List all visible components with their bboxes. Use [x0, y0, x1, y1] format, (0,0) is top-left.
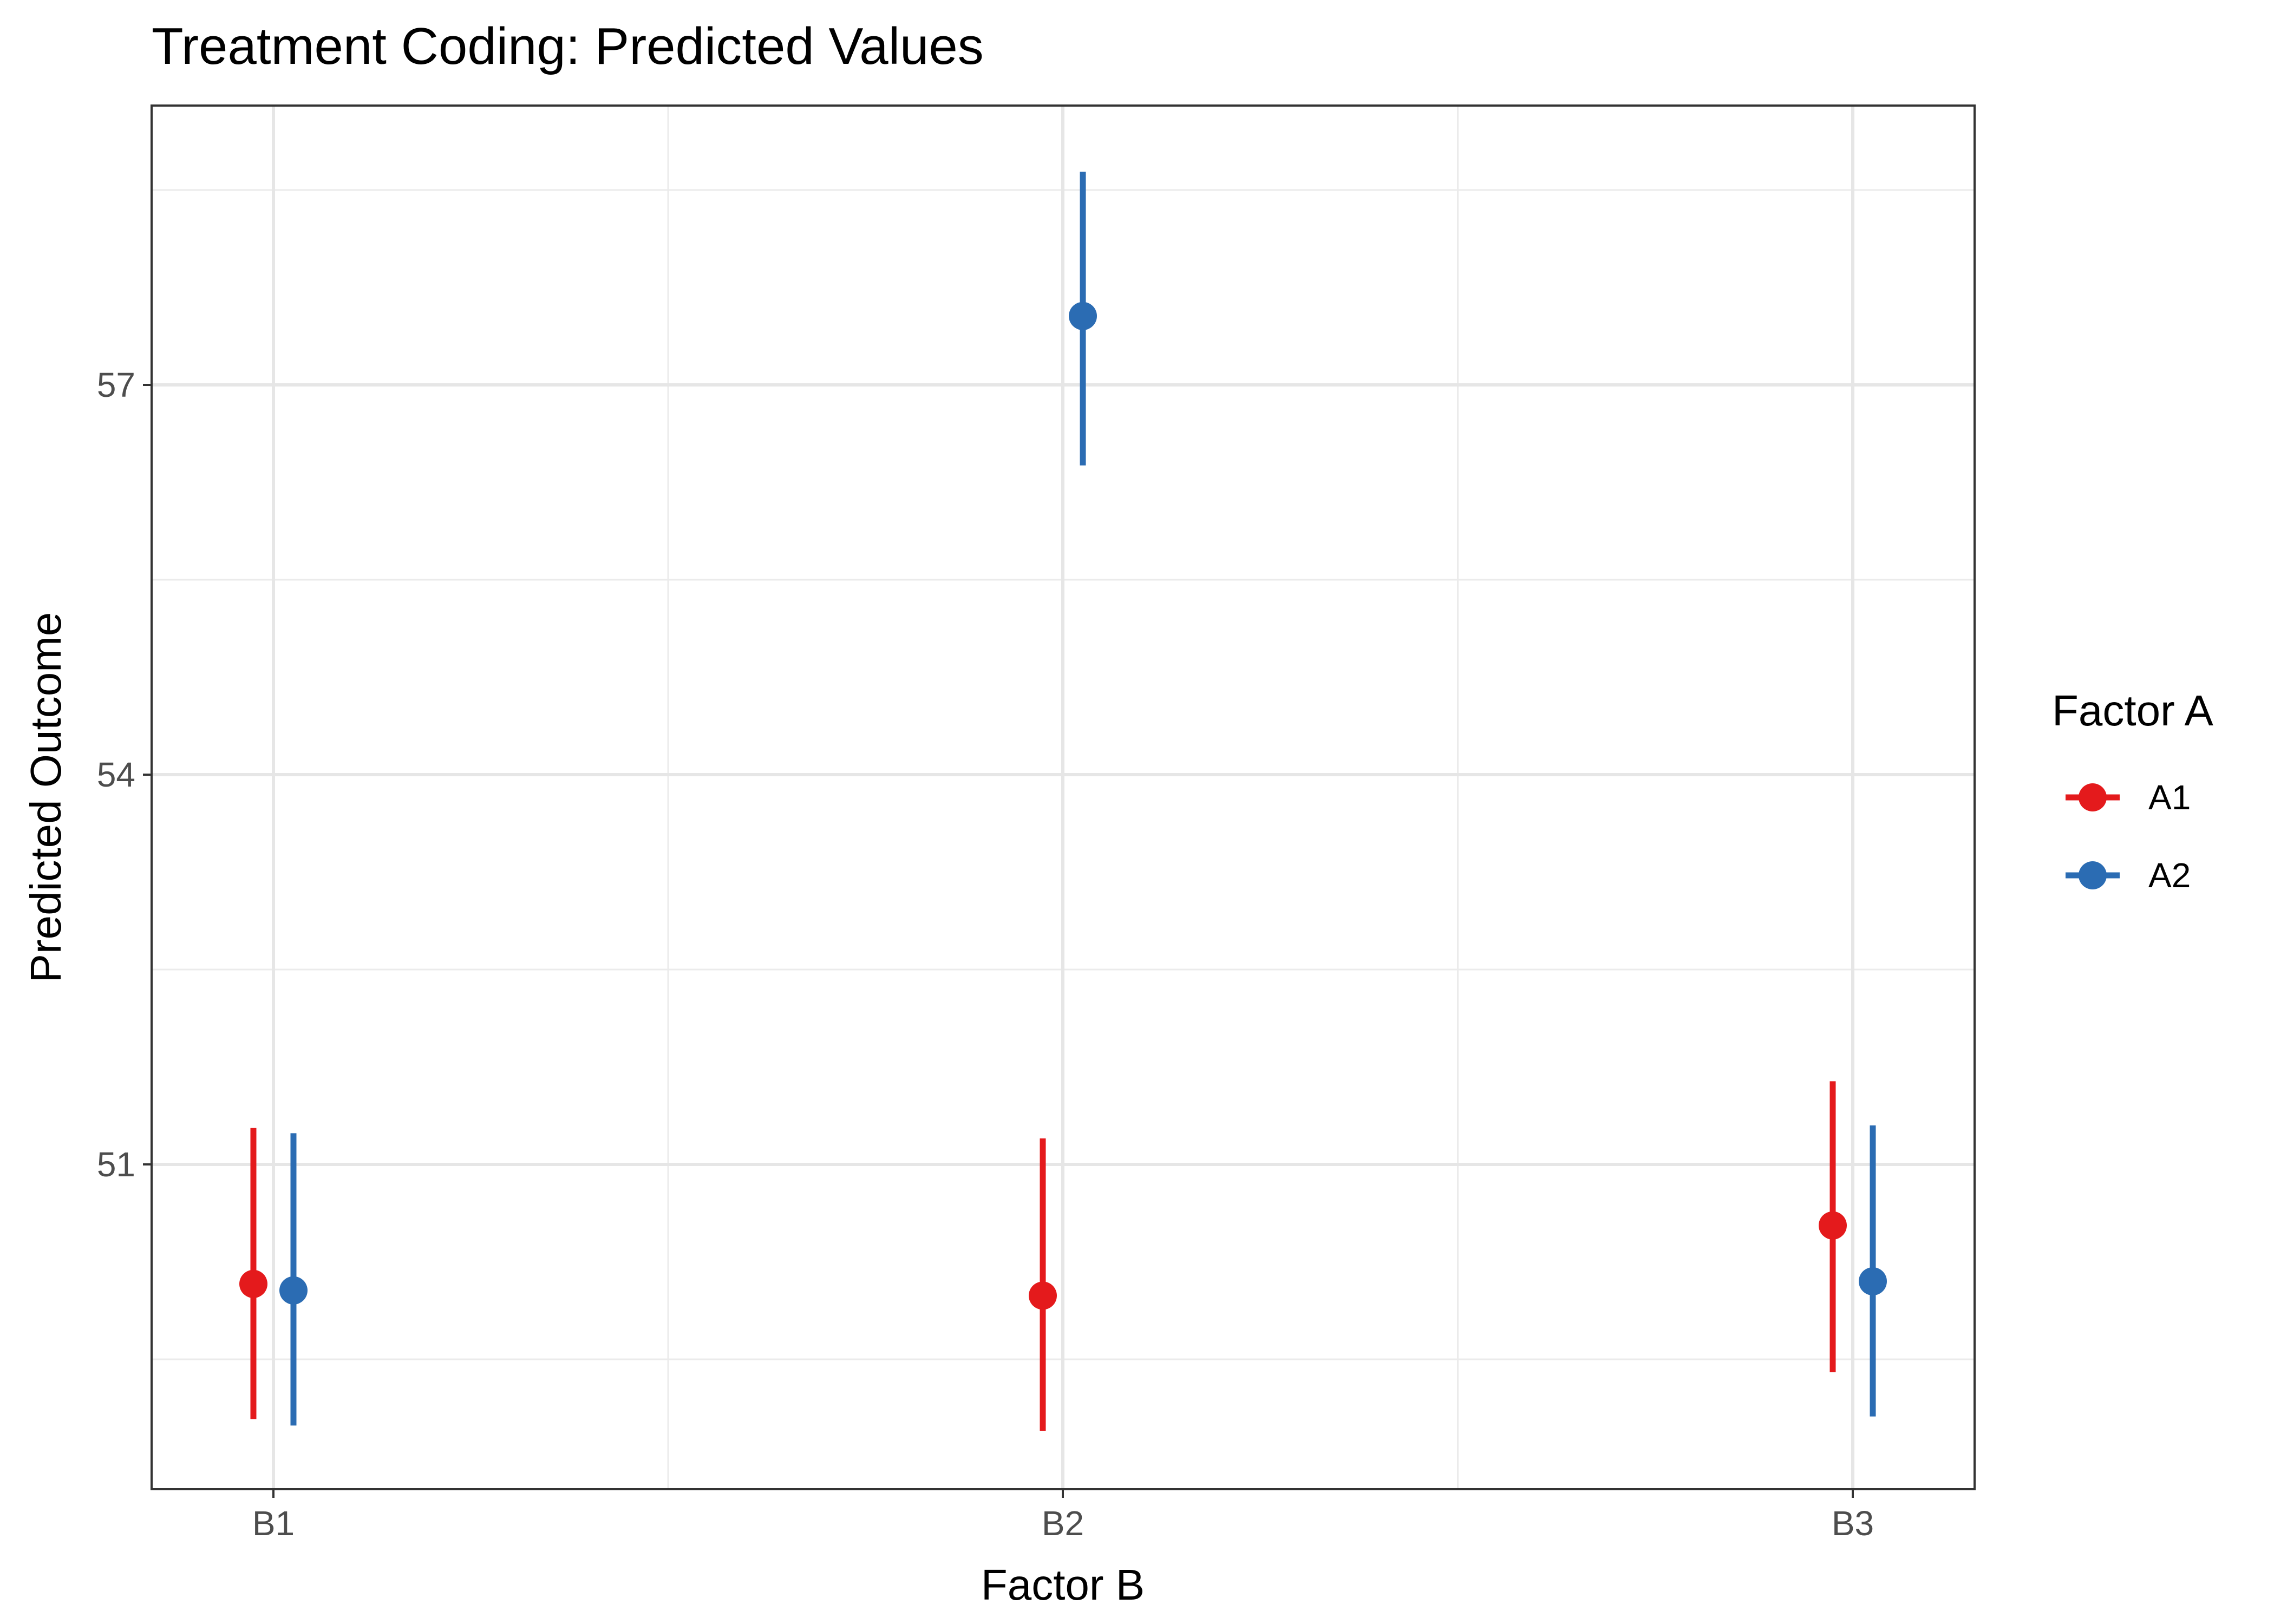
legend-label-a1: A1 [2148, 778, 2191, 817]
point-a1-b2 [1029, 1281, 1057, 1310]
point-a1-b3 [1819, 1211, 1847, 1240]
point-a1-b1 [239, 1269, 267, 1298]
x-axis-title: Factor B [981, 1561, 1145, 1609]
x-tick-label: B2 [1042, 1504, 1084, 1543]
legend-key-point-a1 [2079, 783, 2107, 811]
chart-title: Treatment Coding: Predicted Values [152, 17, 984, 75]
y-tick-label: 57 [97, 365, 135, 404]
legend-key-point-a2 [2079, 861, 2107, 889]
point-a2-b1 [279, 1276, 308, 1305]
legend-items: A1 A2 [2066, 778, 2191, 895]
legend: Factor A A1 A2 [2052, 686, 2214, 895]
plot-area [151, 104, 1976, 1490]
legend-title: Factor A [2052, 686, 2214, 735]
y-tick-label: 54 [97, 755, 135, 794]
major-gridlines [152, 106, 1975, 1489]
point-a2-b3 [1859, 1267, 1887, 1295]
y-axis-title: Predicted Outcome [22, 612, 70, 983]
x-tick-label: B1 [252, 1504, 295, 1543]
data-marks [239, 172, 1887, 1431]
y-axis: 51 54 57 [97, 365, 152, 1184]
legend-label-a2: A2 [2148, 856, 2191, 895]
y-tick-label: 51 [97, 1145, 135, 1184]
x-tick-label: B3 [1832, 1504, 1874, 1543]
x-axis: B1 B2 B3 [252, 1489, 1874, 1543]
point-a2-b2 [1069, 302, 1097, 330]
